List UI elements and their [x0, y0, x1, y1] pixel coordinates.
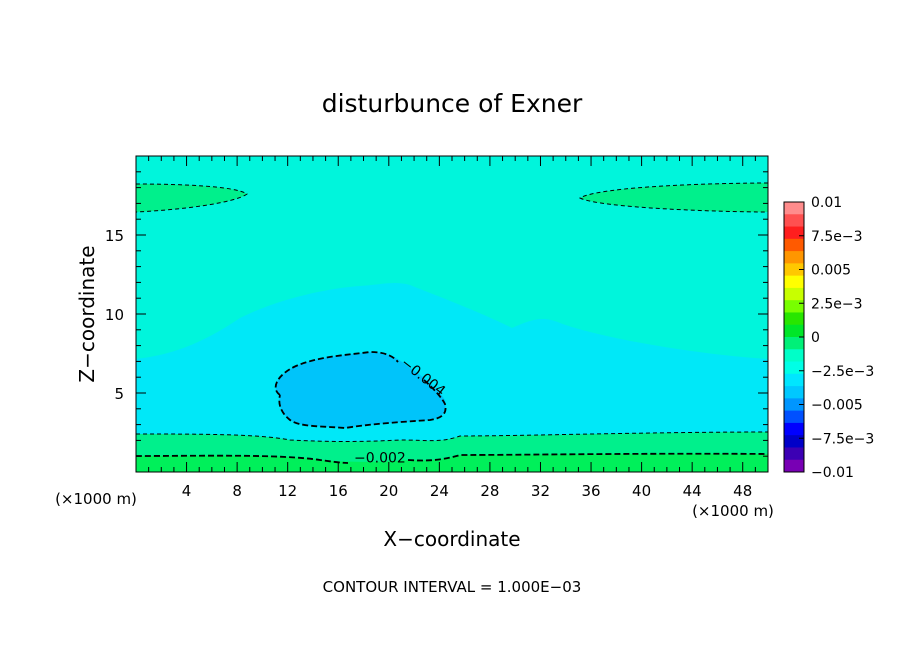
y-tick-label: 10 — [105, 306, 124, 324]
x-tick-label: 48 — [733, 482, 752, 500]
colorbar-swatch — [784, 410, 804, 424]
colorbar — [783, 201, 805, 473]
contour-line-green-band — [136, 431, 768, 442]
x-axis-label: X−coordinate — [383, 527, 520, 551]
colorbar-swatch — [784, 324, 804, 338]
x-tick-label: 40 — [632, 482, 651, 500]
colorbar-swatch — [784, 386, 804, 399]
colorbar-swatch — [784, 226, 804, 240]
contour-label-minus-0.002: −0.002 — [354, 451, 406, 467]
colorbar-swatch — [784, 349, 804, 363]
colorbar-swatch — [784, 275, 804, 289]
x-tick-label: 8 — [232, 482, 242, 500]
x-tick-label: 24 — [430, 482, 449, 500]
colorbar-swatch — [784, 263, 804, 277]
colorbar-swatch — [784, 337, 804, 350]
inner-blue-region — [275, 352, 446, 428]
colorbar-labels: 0.01 7.5e−3 0.005 2.5e−3 0 −2.5e−3 −0.005 −7.5e… — [799, 195, 874, 481]
x-tick-label: 32 — [531, 482, 550, 500]
y-axis-tick-labels: 5 10 15 — [105, 227, 124, 403]
x-tick-label: 20 — [379, 482, 398, 500]
colorbar-label: 0.01 — [811, 195, 842, 211]
colorbar-label: 2.5e−3 — [811, 296, 863, 312]
colorbar-label: 0 — [811, 330, 820, 346]
colorbar-label: −2.5e−3 — [811, 364, 874, 380]
colorbar-swatch — [784, 447, 804, 461]
y-tick-label: 5 — [114, 385, 124, 403]
colorbar-swatch — [784, 435, 804, 448]
x-tick-label: 28 — [480, 482, 499, 500]
y-axis-label: Z−coordinate — [75, 245, 99, 382]
x-tick-label: 36 — [581, 482, 600, 500]
y-axis-ticks — [136, 171, 768, 457]
x-tick-label: 44 — [683, 482, 702, 500]
colorbar-swatch — [784, 373, 804, 387]
colorbar-swatch — [784, 214, 804, 228]
contour-line-top-left — [136, 183, 248, 213]
colorbar-swatch — [784, 422, 804, 436]
green-band-top-right — [580, 183, 768, 212]
colorbar-label: 0.005 — [811, 263, 851, 279]
contour-line-top-right — [578, 182, 768, 213]
contour-line-inner-blue — [274, 351, 447, 429]
colorbar-swatch — [784, 202, 804, 215]
colorbar-swatch — [784, 238, 804, 252]
y-tick-label: 15 — [105, 227, 124, 245]
colorbar-label: −0.005 — [811, 398, 863, 414]
colorbar-label: −0.01 — [811, 465, 854, 481]
colorbar-swatch — [784, 287, 804, 301]
colorbar-swatch — [784, 251, 804, 264]
x-unit-label-left: (×1000 m) — [55, 490, 137, 508]
colorbar-swatch — [784, 312, 804, 326]
colorbar-swatch — [784, 398, 804, 412]
colorbar-label: −7.5e−3 — [811, 431, 874, 447]
x-tick-label: 12 — [278, 482, 297, 500]
green-band-top-left — [136, 184, 247, 212]
contour-interval-footer: CONTOUR INTERVAL = 1.000E−03 — [323, 578, 582, 596]
x-tick-label: 16 — [329, 482, 348, 500]
colorbar-swatch — [784, 361, 804, 375]
colorbar-swatch — [784, 459, 804, 473]
x-tick-label: 4 — [182, 482, 192, 500]
x-axis-ticks — [148, 156, 756, 472]
colorbar-label: 7.5e−3 — [811, 229, 863, 245]
colorbar-swatch — [784, 300, 804, 313]
x-axis-tick-labels: 4 8 12 16 20 24 28 32 36 40 44 48 — [182, 482, 752, 500]
chart-title: disturbunce of Exner — [322, 89, 583, 118]
plot-area — [136, 156, 768, 472]
contour-lines — [136, 182, 768, 464]
contour-line-bottom — [136, 452, 768, 464]
outer-blue-region — [136, 283, 768, 472]
x-unit-label-right: (×1000 m) — [692, 502, 774, 520]
